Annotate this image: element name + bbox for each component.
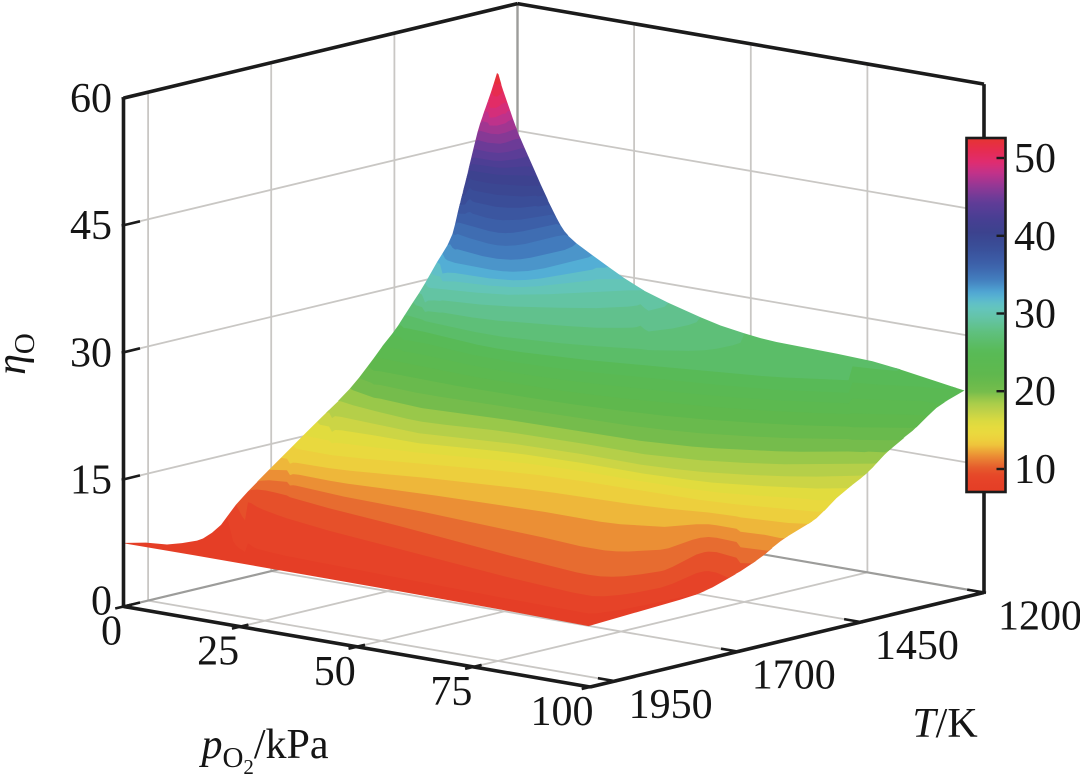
svg-text:0: 0 bbox=[101, 609, 122, 655]
svg-text:50: 50 bbox=[314, 649, 356, 695]
svg-text:60: 60 bbox=[70, 76, 112, 122]
svg-text:T/K: T/K bbox=[912, 701, 977, 747]
svg-text:0: 0 bbox=[91, 579, 112, 625]
svg-text:10: 10 bbox=[1014, 447, 1056, 493]
svg-text:15: 15 bbox=[70, 457, 112, 503]
svg-text:25: 25 bbox=[197, 629, 239, 675]
svg-text:1950: 1950 bbox=[629, 682, 713, 728]
svg-text:20: 20 bbox=[1014, 369, 1056, 415]
svg-text:1700: 1700 bbox=[752, 653, 836, 699]
svg-text:100: 100 bbox=[531, 689, 594, 735]
svg-text:1200: 1200 bbox=[998, 594, 1080, 640]
svg-text:30: 30 bbox=[70, 330, 112, 376]
svg-text:40: 40 bbox=[1014, 214, 1056, 260]
svg-text:ηO: ηO bbox=[0, 333, 41, 375]
svg-text:30: 30 bbox=[1014, 292, 1056, 338]
svg-text:75: 75 bbox=[430, 669, 472, 715]
svg-text:50: 50 bbox=[1014, 136, 1056, 182]
svg-text:45: 45 bbox=[70, 203, 112, 249]
svg-text:1450: 1450 bbox=[875, 623, 959, 669]
svg-text:pO2/kPa: pO2/kPa bbox=[198, 722, 328, 779]
